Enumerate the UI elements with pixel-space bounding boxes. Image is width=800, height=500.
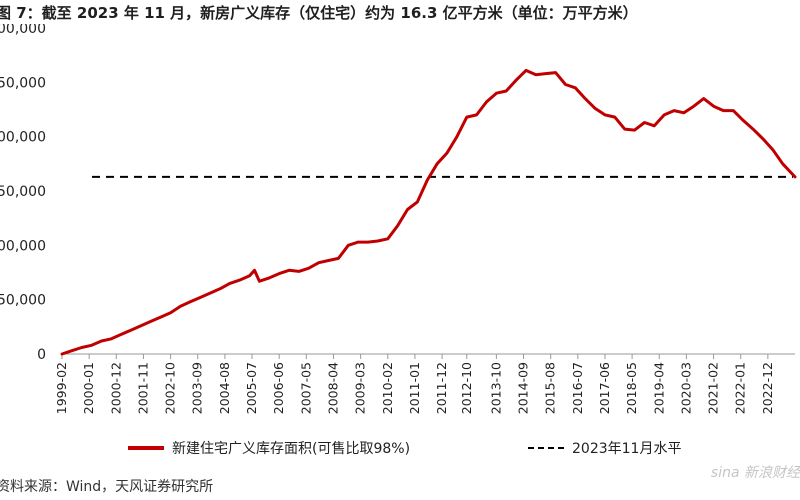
legend-swatch-dashed-line <box>528 447 564 449</box>
x-tick-label: 2020-03 <box>678 362 693 414</box>
legend-item-reference: 2023年11月水平 <box>528 438 681 458</box>
x-tick-label: 2001-11 <box>135 362 150 414</box>
x-tick-label: 2012-10 <box>459 362 474 414</box>
x-tick-label: 2005-07 <box>244 362 259 414</box>
series-line-inventory <box>60 68 797 356</box>
x-tick-label: 2015-08 <box>543 362 558 414</box>
legend-item-inventory: 新建住宅广义库存面积(可售比取98%) <box>128 438 410 458</box>
x-tick-label: 2004-08 <box>217 362 232 414</box>
legend-label-inventory: 新建住宅广义库存面积(可售比取98%) <box>172 441 411 457</box>
y-tick-label: 200,000 <box>0 130 46 146</box>
x-tick-label: 2008-04 <box>325 362 340 414</box>
y-tick-label: 0 <box>37 347 46 363</box>
y-tick-label: 50,000 <box>0 293 46 309</box>
x-tick-label: 2016-07 <box>570 362 585 414</box>
chart-legend: 新建住宅广义库存面积(可售比取98%) 2023年11月水平 <box>0 436 800 464</box>
x-tick-label: 2018-05 <box>624 362 639 414</box>
x-tick-label: 2017-06 <box>597 362 612 414</box>
line-chart: 0 50,000 100,000 150,000 200,000 250,000 300,0… <box>0 24 800 436</box>
x-tick-label: 2022-01 <box>733 362 748 414</box>
chart-title: 图 7：截至 2023 年 11 月，新房广义库存（仅住宅）约为 16.3 亿平… <box>0 4 638 22</box>
sina-watermark: sina 新浪财经 <box>710 465 800 481</box>
legend-label-reference: 2023年11月水平 <box>572 441 682 457</box>
x-tick-label: 2003-09 <box>190 362 205 414</box>
legend-swatch-solid-line <box>128 446 164 450</box>
y-tick-label: 300,000 <box>0 24 46 37</box>
x-tick-label: 2019-04 <box>651 362 666 414</box>
x-tick-label: 2007-05 <box>298 362 313 414</box>
x-tick-label: 2021-02 <box>706 362 721 414</box>
x-tick-label: 2013-10 <box>488 362 503 414</box>
y-tick-label: 150,000 <box>0 184 46 200</box>
y-tick-label: 250,000 <box>0 75 46 91</box>
x-tick-label: 2011-12 <box>434 362 449 414</box>
x-tick-label: 1999-02 <box>54 362 69 414</box>
x-tick-label: 2000-12 <box>108 362 123 414</box>
x-tick-label: 2009-03 <box>353 362 368 414</box>
x-tick-label: 2002-10 <box>163 362 178 414</box>
x-tick-label: 2006-06 <box>271 362 286 414</box>
x-tick-label: 2022-12 <box>760 362 775 414</box>
x-tick-label: 2014-09 <box>516 362 531 414</box>
x-tick-label: 2011-01 <box>407 362 422 414</box>
source-note: 资料来源：Wind，天风证券研究所 <box>0 479 214 495</box>
x-tick-label: 2010-02 <box>380 362 395 414</box>
y-tick-label: 100,000 <box>0 238 46 254</box>
x-tick-label: 2000-01 <box>81 362 96 414</box>
